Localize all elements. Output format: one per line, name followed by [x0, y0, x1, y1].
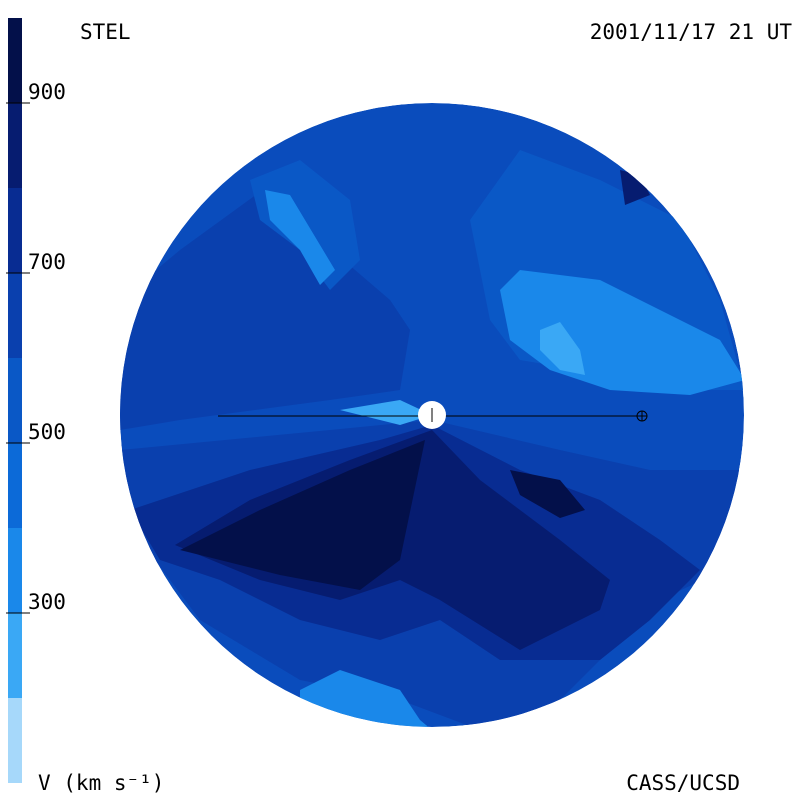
colorbar-band — [8, 103, 22, 188]
colorbar-band — [8, 273, 22, 358]
velocity-map — [120, 103, 744, 727]
colorbar-band — [8, 18, 22, 103]
date: 2001/11/17 21 UT — [590, 20, 793, 44]
colorbar-band — [8, 613, 22, 698]
colorbar-band — [8, 443, 22, 528]
colorbar-label: V (km s⁻¹) — [38, 771, 164, 795]
region — [340, 400, 432, 425]
colorbar-band — [8, 698, 22, 783]
title: STEL — [80, 20, 131, 44]
region — [540, 322, 585, 375]
colorbar-tick-label: 700 — [28, 250, 66, 274]
region — [180, 440, 425, 590]
region — [620, 170, 650, 205]
region — [265, 190, 335, 285]
colorbar-band — [8, 358, 22, 443]
colorbar-band — [8, 188, 22, 273]
colorbar-tick-label: 300 — [28, 590, 66, 614]
colorbar: 300 500 700 900 — [6, 18, 66, 783]
region — [510, 470, 585, 518]
colorbar-band — [8, 528, 22, 613]
colorbar-tick-label: 900 — [28, 80, 66, 104]
credit: CASS/UCSD — [626, 771, 740, 795]
colorbar-tick-label: 500 — [28, 420, 66, 444]
region — [120, 170, 410, 430]
